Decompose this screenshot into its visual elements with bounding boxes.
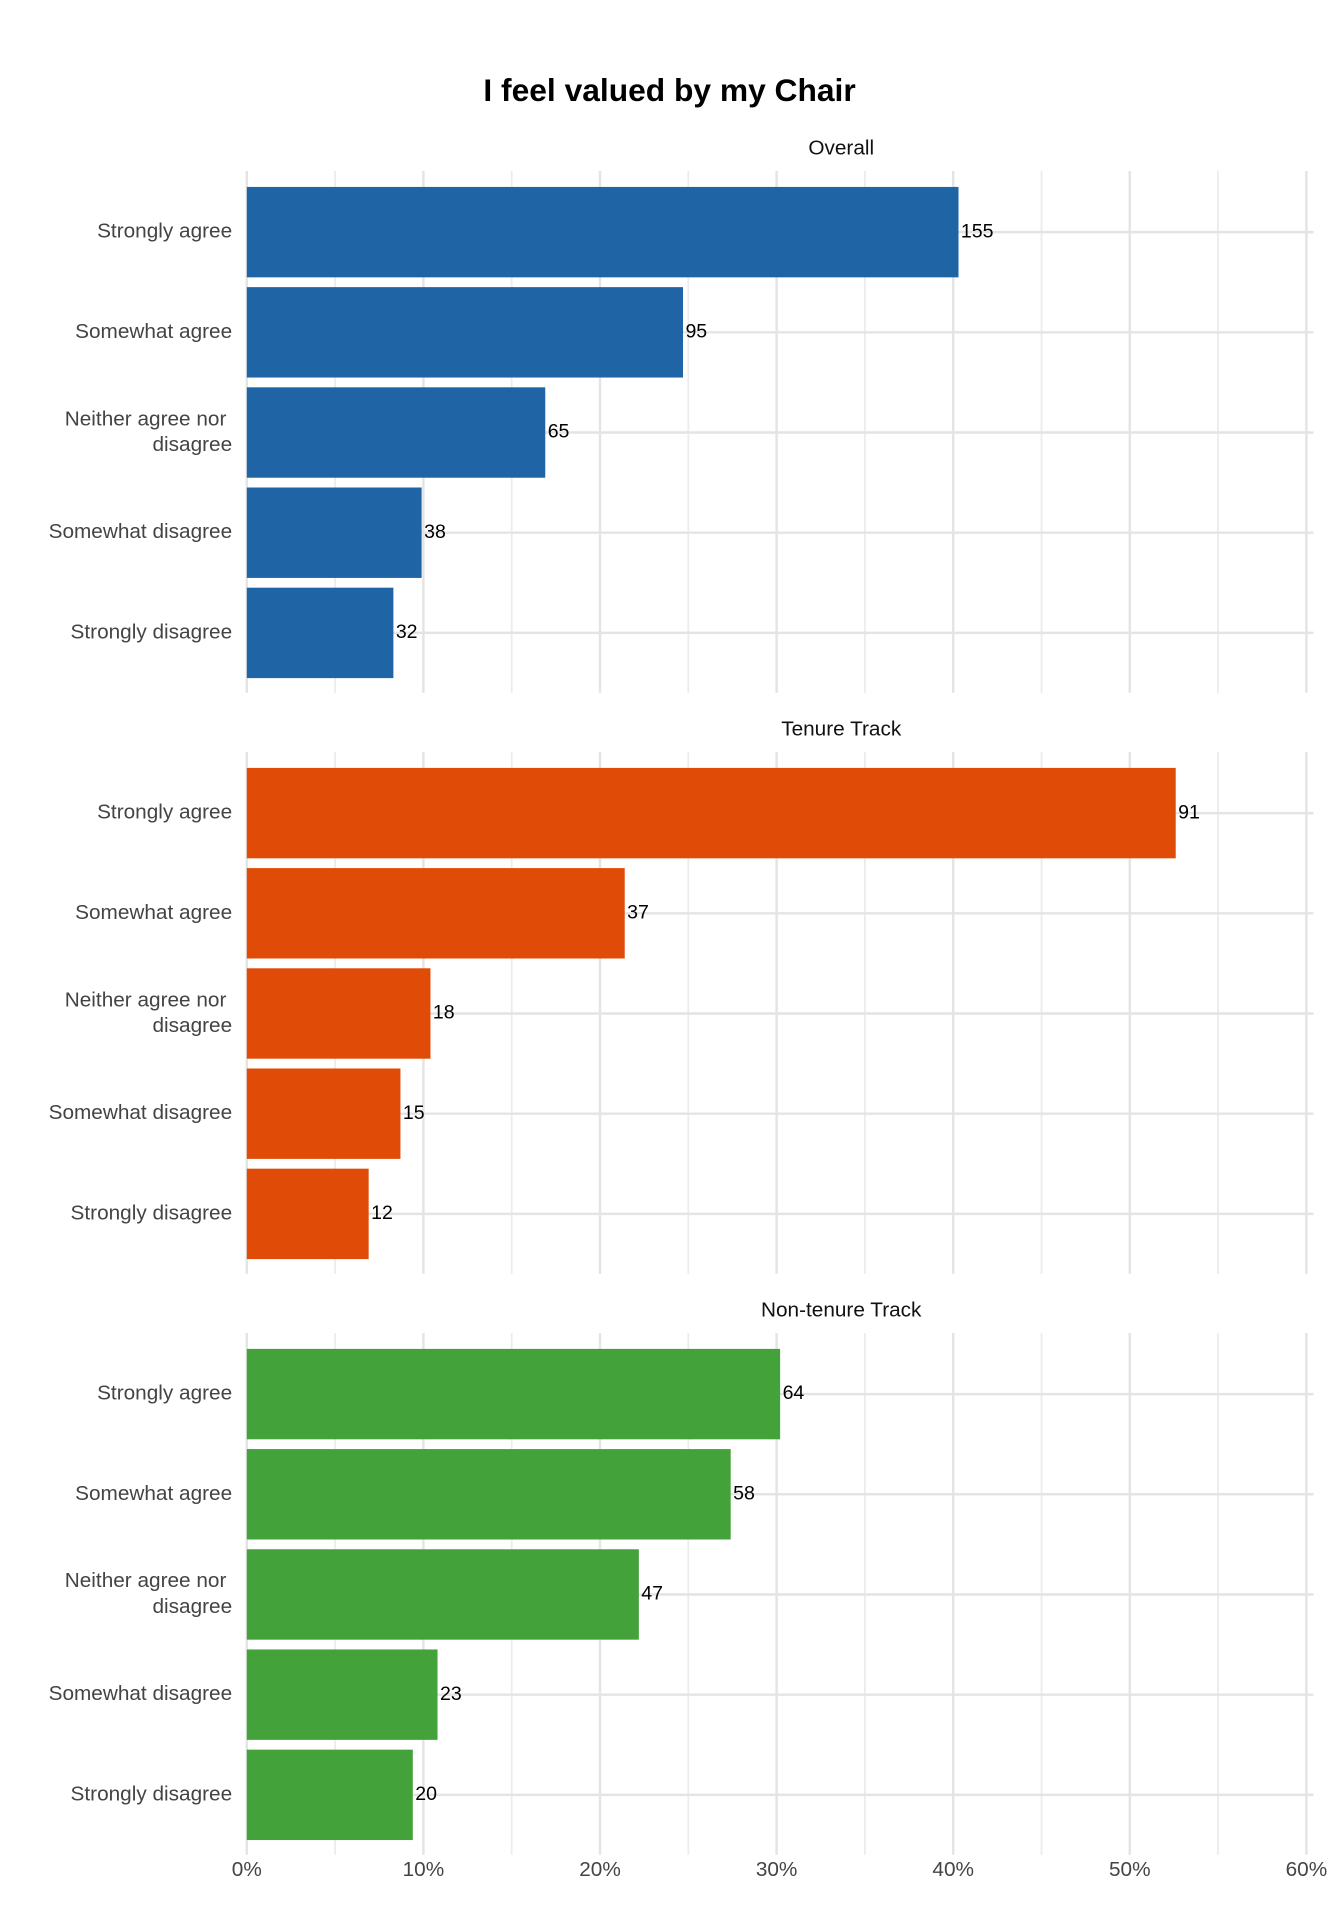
category-label: Somewhat disagree [49, 1682, 233, 1705]
value-label: 64 [783, 1382, 805, 1404]
category-label: Strongly agree [97, 801, 232, 824]
bar [246, 1068, 401, 1159]
bar [246, 1649, 438, 1740]
bar [246, 487, 422, 578]
bar [246, 1168, 369, 1260]
chart-title: I feel valued by my Chair [483, 72, 855, 108]
category-label: Somewhat disagree [49, 1101, 233, 1124]
bar [246, 1348, 781, 1440]
category-label: Strongly disagree [71, 1201, 233, 1224]
value-label: 65 [548, 421, 570, 443]
category-label: Somewhat disagree [49, 520, 233, 543]
value-label: 38 [424, 521, 446, 543]
value-label: 18 [433, 1002, 455, 1024]
panel-title: Non-tenure Track [761, 1298, 922, 1321]
bar [246, 968, 431, 1059]
panel-title: Tenure Track [781, 718, 902, 741]
value-label: 12 [371, 1202, 393, 1224]
bar [246, 287, 684, 378]
bar [246, 767, 1176, 859]
value-label: 91 [1178, 801, 1200, 823]
x-tick-label: 50% [1109, 1858, 1151, 1881]
category-label: Strongly agree [97, 220, 232, 243]
category-label: Neither agree nor disagree [65, 408, 232, 457]
value-label: 95 [685, 320, 707, 342]
bar [246, 186, 959, 278]
value-label: 37 [627, 901, 649, 923]
value-label: 32 [396, 621, 418, 643]
value-label: 20 [415, 1783, 437, 1805]
panel-title: Overall [808, 137, 874, 160]
category-label: Somewhat agree [75, 901, 232, 924]
category-label: Neither agree nor disagree [65, 989, 232, 1038]
value-label: 58 [733, 1482, 755, 1504]
value-label: 15 [403, 1102, 425, 1124]
category-label: Somewhat agree [75, 320, 232, 343]
category-label: Strongly agree [97, 1382, 232, 1405]
x-tick-label: 10% [403, 1858, 445, 1881]
category-label: Strongly disagree [71, 620, 233, 643]
value-label: 155 [961, 220, 994, 242]
bar [246, 868, 625, 959]
bar [246, 387, 546, 478]
category-label: Strongly disagree [71, 1782, 233, 1805]
bar [246, 1549, 639, 1640]
x-tick-label: 60% [1286, 1858, 1328, 1881]
value-label: 47 [641, 1583, 663, 1605]
x-tick-label: 20% [579, 1858, 621, 1881]
value-label: 23 [440, 1683, 462, 1705]
x-tick-label: 0% [232, 1858, 262, 1881]
category-label: Somewhat agree [75, 1482, 232, 1505]
x-tick-label: 30% [756, 1858, 798, 1881]
bar [246, 1749, 413, 1841]
bar [246, 587, 394, 679]
x-tick-label: 40% [932, 1858, 974, 1881]
category-label: Neither agree nor disagree [65, 1570, 232, 1619]
bar [246, 1449, 731, 1540]
